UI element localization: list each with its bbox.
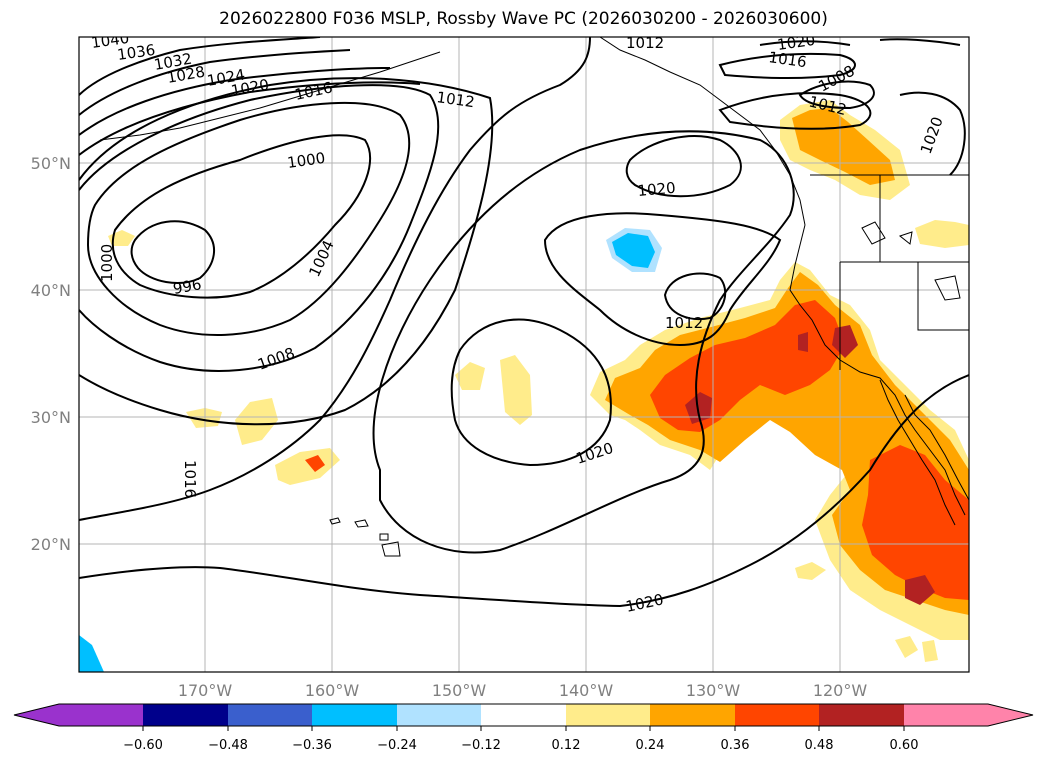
map-frame — [78, 36, 970, 673]
colorbar: −0.60 −0.48 −0.36 −0.24 −0.12 0.12 0.24 … — [13, 703, 1034, 753]
colorbar-tick-label: 0.12 — [552, 738, 581, 753]
contour-996 — [130, 220, 215, 284]
colorbar-bin-neg012 — [397, 704, 481, 726]
lon-label-160w: 160°W — [305, 681, 360, 700]
anomaly-peak-3 — [905, 575, 935, 605]
colorbar-tick-label: −0.60 — [123, 738, 163, 753]
anomaly-peak-2 — [832, 325, 858, 358]
colorbar-bin-neg048 — [143, 704, 228, 726]
contour-1004 — [86, 101, 411, 336]
anomaly-region-small-7 — [795, 562, 826, 580]
contour-1040-pack — [79, 37, 421, 156]
graticule — [79, 37, 969, 672]
contour-1012-south — [79, 374, 969, 608]
longitude-labels: 170°W 160°W 150°W 140°W 130°W 120°W — [178, 681, 868, 700]
lon-label-120w: 120°W — [813, 681, 868, 700]
colorbar-bin-zero — [481, 704, 566, 726]
lake-outlines — [861, 221, 961, 301]
contour-label-9: 1000 — [286, 149, 326, 172]
lon-label-150w: 150°W — [432, 681, 487, 700]
anomaly-strong-small-1 — [305, 455, 325, 472]
colorbar-tick-label: 0.24 — [636, 738, 665, 753]
mslp-contours — [79, 37, 969, 608]
coastline-west-coast — [789, 224, 966, 516]
colorbar-tick-label: −0.48 — [208, 738, 248, 753]
colorbar-bin-neg036 — [228, 704, 312, 726]
contour-1020-rockies — [899, 91, 966, 176]
anomaly-fill-positive — [108, 100, 969, 662]
contour-label-21: 1020 — [776, 31, 816, 54]
colorbar-tick-label: 0.36 — [721, 738, 750, 753]
colorbar-extend-low — [14, 704, 143, 726]
anomaly-region-small-9 — [922, 640, 938, 662]
state-borders — [839, 175, 969, 370]
contour-1012-north — [79, 77, 494, 426]
anomaly-region-rockies — [915, 220, 969, 248]
contour-label-23: 1012 — [626, 34, 664, 52]
colorbar-bin-pos012 — [566, 704, 650, 726]
anomaly-region-small-8 — [895, 636, 918, 658]
contour-1008-pnw — [798, 80, 875, 110]
lat-label-50n: 50°N — [31, 154, 71, 173]
contour-label-16: 1020 — [637, 179, 677, 200]
contour-1016-pnw — [718, 52, 856, 80]
colorbar-bin-pos024 — [650, 704, 735, 726]
lon-label-140w: 140°W — [559, 681, 614, 700]
anomaly-core-pnw — [792, 108, 895, 185]
anomaly-peak-4 — [798, 332, 808, 352]
anomaly-strong-baja — [862, 445, 969, 600]
contour-label-17: 1016 — [181, 460, 199, 498]
lon-label-130w: 130°W — [686, 681, 741, 700]
colorbar-outline — [13, 703, 1034, 727]
contour-label-15: 1012 — [665, 314, 703, 332]
contour-1016-high — [372, 130, 795, 554]
colorbar-bin-pos048 — [819, 704, 904, 726]
contour-1012-pnw — [718, 92, 872, 130]
contour-label-11: 996 — [172, 275, 203, 298]
anomaly-region-small-4 — [275, 448, 340, 485]
colorbar-tick-label: −0.24 — [377, 738, 417, 753]
colorbar-ticks — [142, 726, 905, 731]
anomaly-region-small-5 — [186, 408, 222, 428]
lat-label-20n: 20°N — [31, 535, 71, 554]
lat-label-30n: 30°N — [31, 408, 71, 427]
contour-label-8: 1012 — [435, 88, 475, 111]
anomaly-region-small-2 — [455, 362, 485, 390]
colorbar-tick-label: −0.36 — [292, 738, 332, 753]
colorbar-tick-labels: −0.60 −0.48 −0.36 −0.24 −0.12 0.12 0.24 … — [123, 738, 918, 753]
contour-label-22: 1016 — [767, 48, 807, 71]
neg-anomaly-corner — [79, 635, 104, 672]
colorbar-extend-high — [904, 704, 1033, 726]
contour-label-10: 1000 — [98, 244, 116, 282]
map-panel: 1040 1036 1032 1028 1024 1020 1016 1012 … — [78, 31, 970, 673]
colorbar-bin-pos036 — [735, 704, 819, 726]
lat-label-40n: 40°N — [31, 281, 71, 300]
map-title: 2026022800 F036 MSLP, Rossby Wave PC (20… — [219, 9, 828, 29]
colorbar-tick-label: 0.48 — [805, 738, 834, 753]
anomaly-fill-negative — [79, 228, 662, 672]
coastline-baja — [879, 379, 956, 526]
contour-1020-pnw — [625, 135, 742, 198]
latitude-labels: 50°N 40°N 30°N 20°N — [31, 154, 71, 554]
contour-1008 — [79, 84, 440, 372]
contour-1016-west — [79, 37, 591, 521]
anomaly-region-small-1 — [500, 355, 532, 425]
contour-1020-pnw-2 — [759, 38, 961, 46]
hawaii-islands — [329, 517, 401, 557]
contour-1020-high — [450, 318, 612, 467]
contour-1020-east — [543, 212, 782, 347]
anomaly-region-small-3 — [235, 398, 278, 445]
colorbar-tick-label: 0.60 — [890, 738, 919, 753]
contour-1000 — [111, 134, 372, 299]
contour-label-2: 1036 — [116, 41, 156, 64]
colorbar-bin-neg024 — [312, 704, 397, 726]
colorbar-tick-label: −0.12 — [461, 738, 501, 753]
contour-1012-east — [663, 272, 727, 320]
neg-anomaly-core — [612, 233, 655, 268]
lon-label-170w: 170°W — [178, 681, 233, 700]
